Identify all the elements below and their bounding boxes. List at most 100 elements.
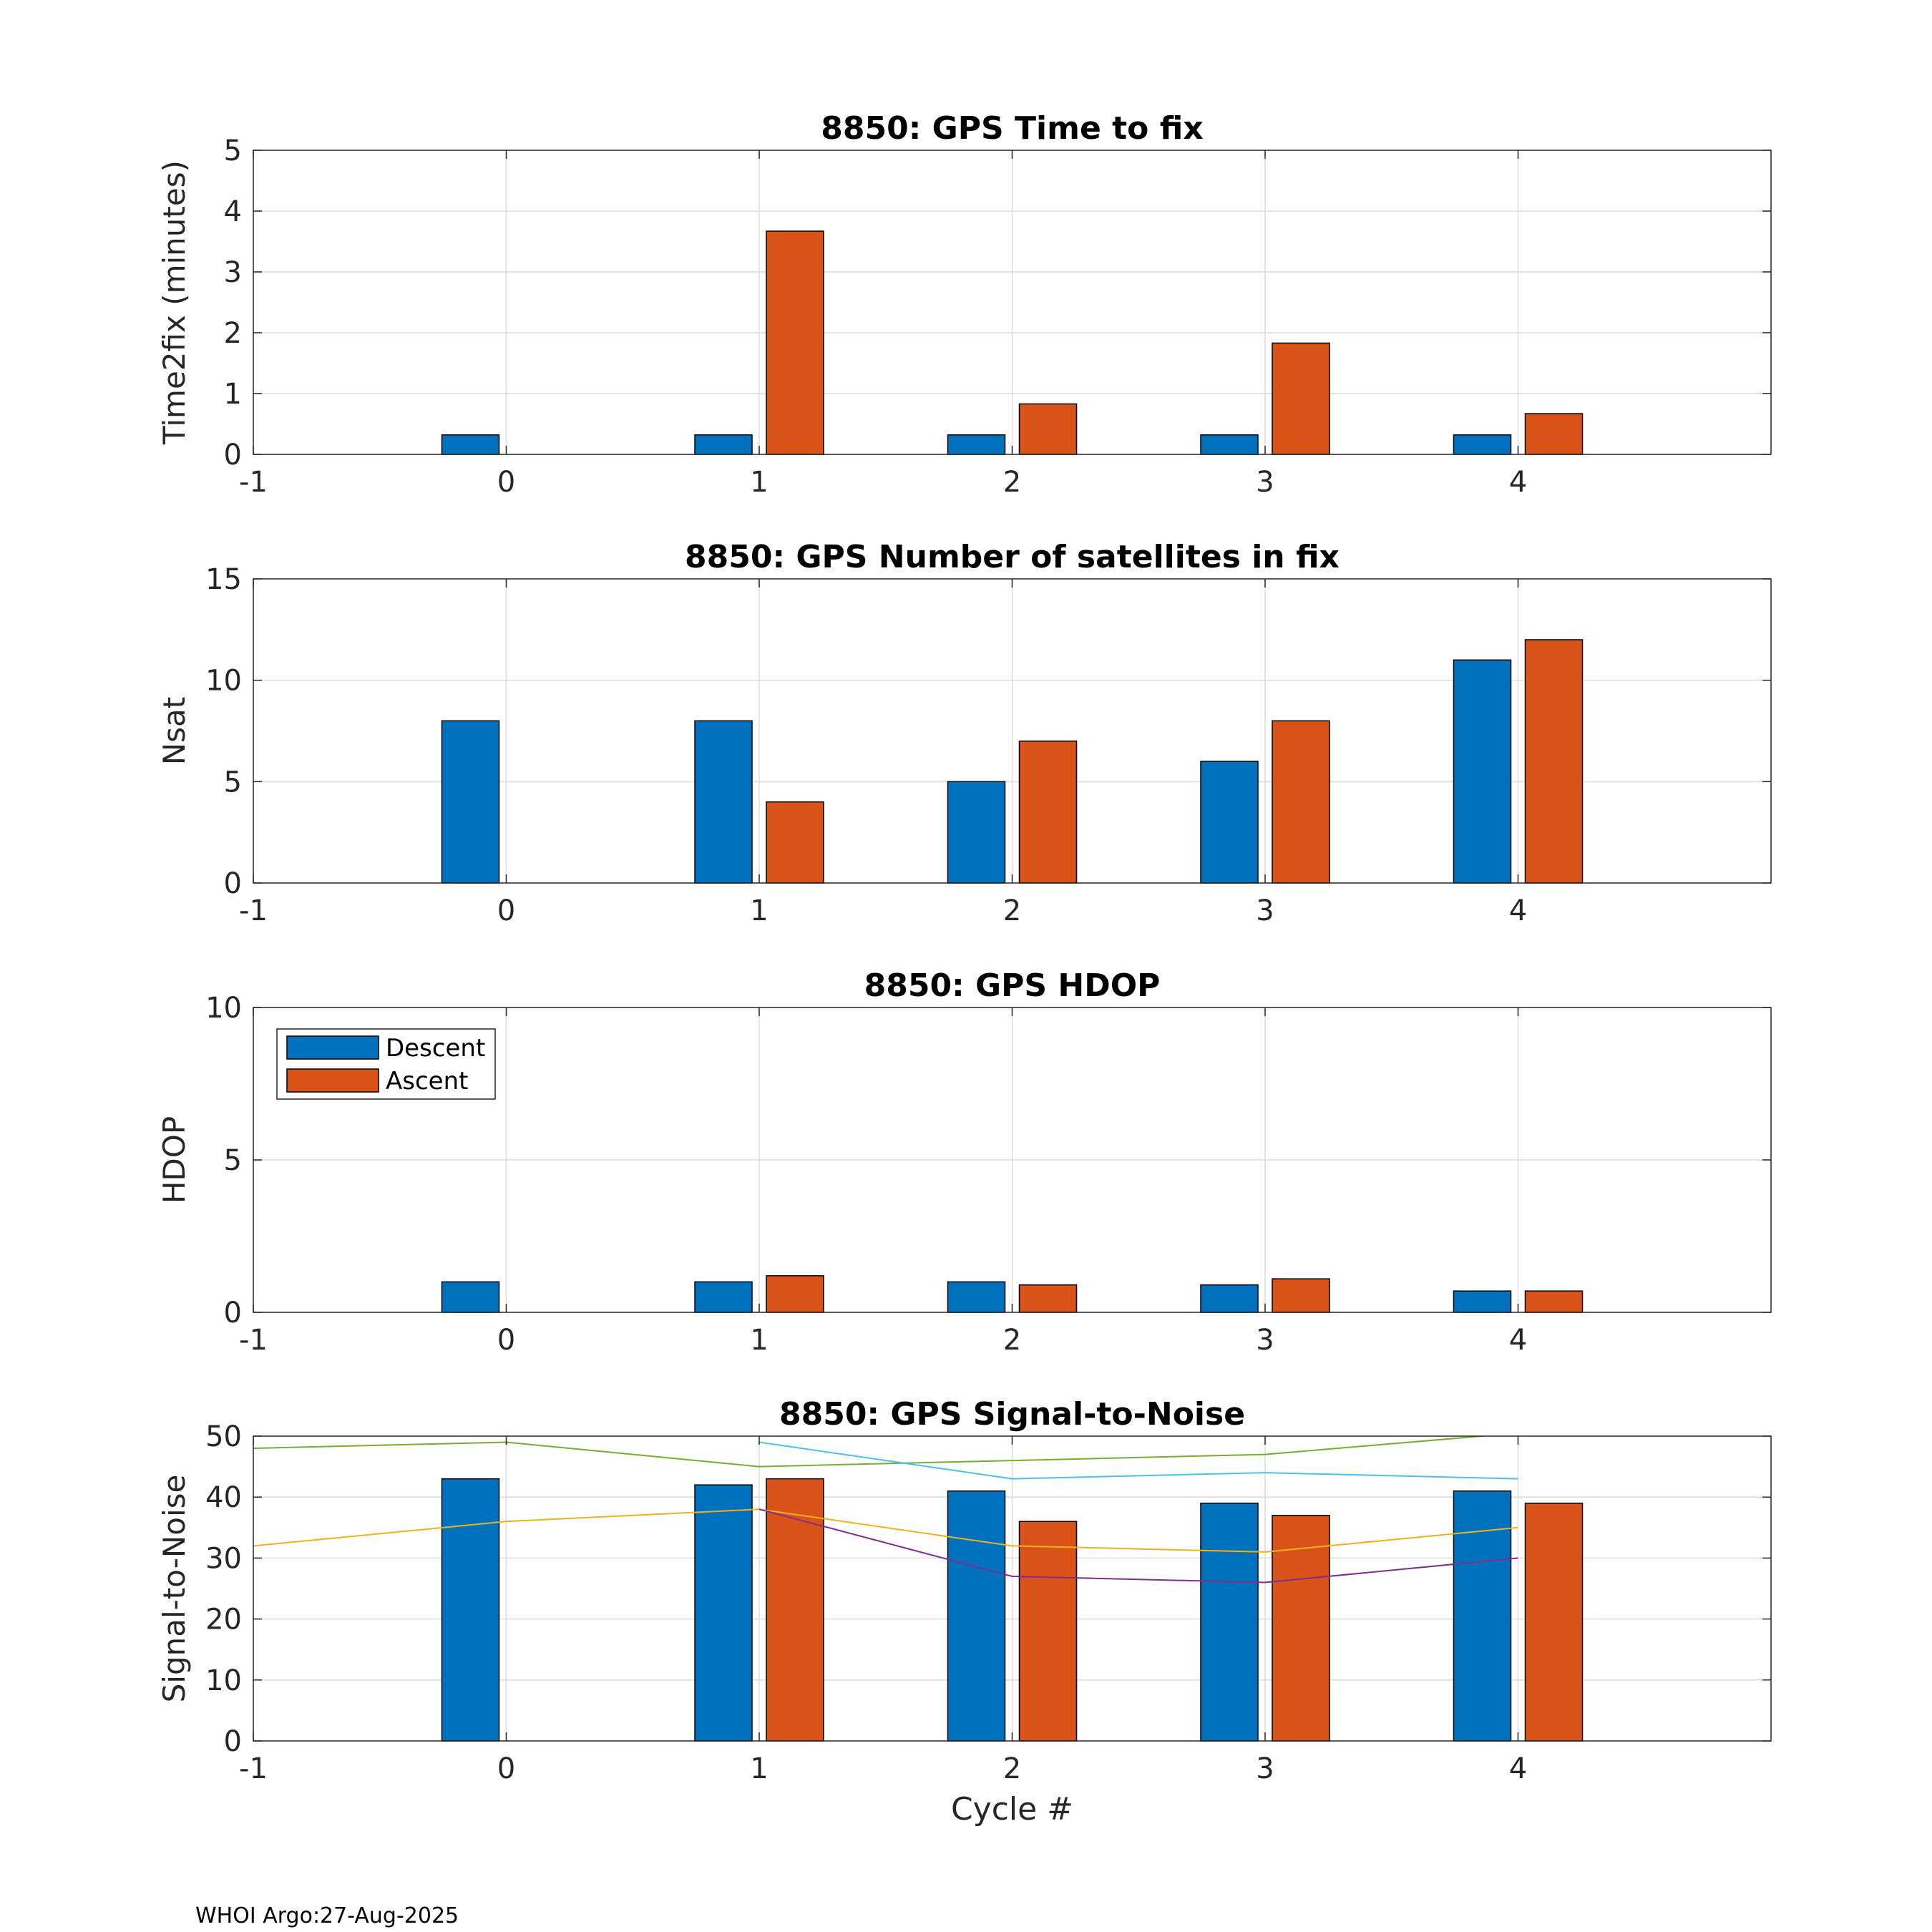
legend: Descent Ascent: [276, 1028, 496, 1100]
y-tick-label: 30: [205, 1542, 242, 1575]
bar-descent-cycle-3: [1200, 761, 1259, 884]
legend-swatch-descent: [286, 1035, 379, 1060]
x-tick-label: 3: [1256, 1752, 1274, 1785]
x-tick-label: 0: [497, 466, 515, 499]
bar-descent-cycle-3: [1200, 1284, 1259, 1313]
y-tick-label: 1: [224, 378, 242, 411]
chart-title: 8850: GPS HDOP: [864, 967, 1161, 1004]
bar-descent-cycle-1: [694, 720, 753, 884]
bar-descent-cycle-2: [947, 1281, 1006, 1313]
x-axis-label: Cycle #: [951, 1791, 1073, 1828]
series-line-purple: [758, 1508, 1518, 1584]
bar-ascent-cycle-2: [1018, 403, 1078, 455]
y-tick-label: 40: [205, 1481, 242, 1514]
x-tick-label: 1: [750, 1324, 768, 1357]
bar-descent-cycle-0: [441, 1281, 500, 1313]
series-line-green: [253, 1436, 1491, 1468]
x-tick-label: -1: [239, 1752, 268, 1785]
bar-descent-cycle-1: [694, 434, 753, 455]
bar-descent-cycle-1: [694, 1484, 753, 1742]
bar-ascent-cycle-2: [1018, 740, 1078, 884]
x-tick-label: 4: [1509, 894, 1527, 927]
bar-ascent-cycle-4: [1524, 413, 1584, 455]
bar-ascent-cycle-2: [1018, 1284, 1078, 1313]
bar-descent-cycle-0: [441, 720, 500, 884]
bar-ascent-cycle-2: [1018, 1521, 1078, 1742]
bar-descent-cycle-2: [947, 781, 1006, 884]
y-tick-label: 0: [224, 1725, 242, 1758]
bar-ascent-cycle-4: [1524, 1502, 1584, 1742]
bar-descent-cycle-4: [1453, 1290, 1512, 1313]
bar-ascent-cycle-1: [766, 1478, 824, 1742]
chart-title: 8850: GPS Signal-to-Noise: [779, 1396, 1245, 1433]
y-tick-label: 2: [224, 317, 242, 350]
y-axis-label: Signal-to-Noise: [157, 1475, 192, 1703]
bar-descent-cycle-4: [1453, 659, 1512, 884]
y-tick-label: 5: [224, 135, 242, 167]
y-tick-label: 15: [205, 563, 242, 596]
x-tick-label: 1: [750, 1752, 768, 1785]
bar-ascent-cycle-3: [1272, 720, 1330, 884]
x-tick-label: 2: [1003, 466, 1021, 499]
bar-descent-cycle-3: [1200, 1502, 1259, 1742]
y-axis-label: Time2fix (minutes): [157, 160, 192, 445]
y-tick-label: 20: [205, 1604, 242, 1636]
bar-descent-cycle-2: [947, 1490, 1006, 1742]
x-tick-label: -1: [239, 466, 268, 499]
bar-ascent-cycle-1: [766, 1275, 824, 1313]
y-tick-label: 10: [205, 992, 242, 1025]
bar-ascent-cycle-1: [766, 801, 824, 884]
y-tick-label: 0: [224, 439, 242, 472]
bar-descent-cycle-4: [1453, 434, 1512, 455]
legend-label-descent: Descent: [386, 1034, 485, 1063]
x-tick-label: 4: [1509, 466, 1527, 499]
bar-ascent-cycle-3: [1272, 342, 1330, 455]
x-tick-label: 2: [1003, 1752, 1021, 1785]
chart-title: 8850: GPS Number of satellites in fix: [685, 539, 1340, 575]
y-tick-label: 10: [205, 665, 242, 698]
y-tick-label: 50: [205, 1420, 242, 1453]
y-tick-label: 5: [224, 766, 242, 799]
x-tick-label: 3: [1256, 466, 1274, 499]
bar-descent-cycle-0: [441, 434, 500, 455]
bar-ascent-cycle-4: [1524, 639, 1584, 884]
legend-label-ascent: Ascent: [386, 1067, 468, 1096]
line-series-group: [253, 1436, 1518, 1584]
bar-ascent-cycle-3: [1272, 1278, 1330, 1313]
x-tick-label: 4: [1509, 1324, 1527, 1357]
x-tick-label: 1: [750, 466, 768, 499]
series-line-cyan: [758, 1441, 1518, 1480]
x-tick-label: 2: [1003, 1324, 1021, 1357]
y-tick-label: 4: [224, 195, 242, 228]
x-tick-label: -1: [239, 894, 268, 927]
series-line-yellow: [253, 1508, 1518, 1553]
y-tick-label: 0: [224, 1297, 242, 1330]
y-tick-label: 0: [224, 867, 242, 900]
x-tick-label: 3: [1256, 894, 1274, 927]
x-tick-label: 4: [1509, 1752, 1527, 1785]
bar-descent-cycle-0: [441, 1478, 500, 1742]
y-tick-label: 5: [224, 1144, 242, 1177]
x-tick-label: 0: [497, 894, 515, 927]
bar-ascent-cycle-3: [1272, 1515, 1330, 1742]
x-tick-label: -1: [239, 1324, 268, 1357]
y-axis-label: Nsat: [157, 697, 192, 766]
bar-descent-cycle-3: [1200, 434, 1259, 455]
bar-ascent-cycle-4: [1524, 1290, 1584, 1313]
x-tick-label: 0: [497, 1324, 515, 1357]
x-tick-label: 0: [497, 1752, 515, 1785]
y-tick-label: 10: [205, 1664, 242, 1697]
bar-ascent-cycle-1: [766, 230, 824, 455]
x-tick-label: 2: [1003, 894, 1021, 927]
y-axis-label: HDOP: [157, 1116, 192, 1204]
y-tick-label: 3: [224, 256, 242, 289]
x-tick-label: 1: [750, 894, 768, 927]
legend-swatch-ascent: [286, 1068, 379, 1093]
x-tick-label: 3: [1256, 1324, 1274, 1357]
